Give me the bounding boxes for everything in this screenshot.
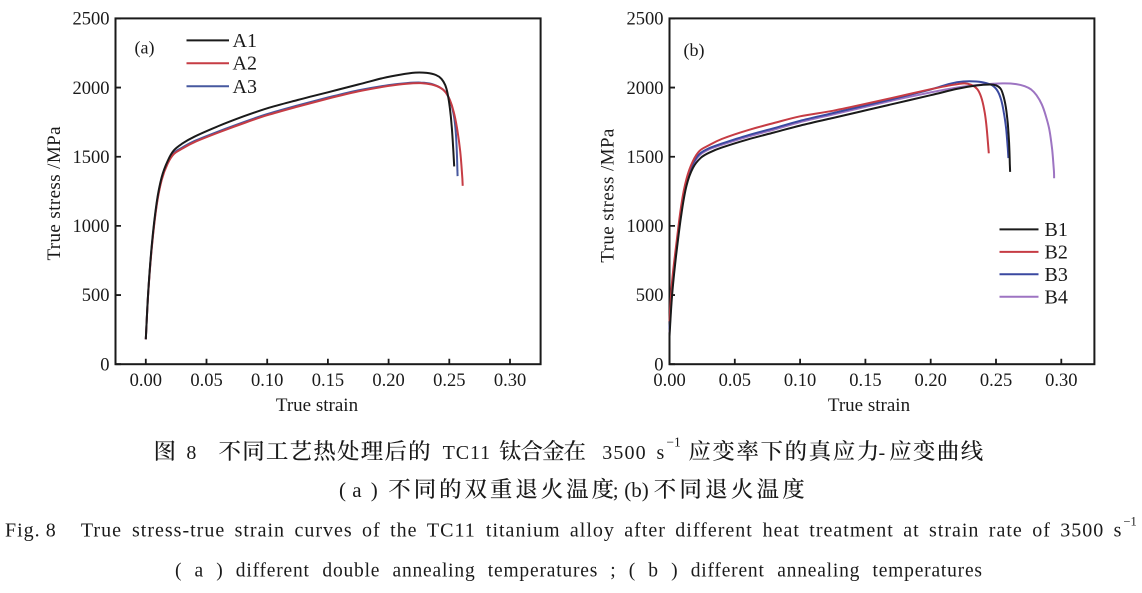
- svg-text:(: (: [629, 560, 636, 581]
- svg-text:after: after: [624, 520, 666, 542]
- svg-text:500: 500: [82, 286, 110, 306]
- svg-text:0.25: 0.25: [980, 371, 1012, 391]
- svg-text:0: 0: [654, 355, 663, 375]
- svg-text:strain: strain: [235, 520, 285, 542]
- svg-text:different: different: [691, 560, 765, 581]
- svg-text:different: different: [675, 520, 753, 542]
- svg-text:rate: rate: [989, 520, 1023, 542]
- svg-text:;: ;: [610, 560, 616, 581]
- svg-text:): ): [671, 560, 678, 581]
- svg-text:2500: 2500: [627, 10, 664, 30]
- svg-text:B3: B3: [1045, 264, 1068, 286]
- svg-text:(: (: [339, 478, 346, 502]
- svg-text:0.30: 0.30: [494, 371, 526, 391]
- svg-text:of: of: [362, 520, 381, 542]
- svg-text:−1: −1: [1123, 515, 1136, 529]
- svg-text:stress-true: stress-true: [132, 520, 225, 542]
- svg-text:True strain: True strain: [828, 395, 911, 416]
- svg-text:temperatures: temperatures: [488, 560, 598, 581]
- svg-text:1000: 1000: [627, 217, 664, 237]
- svg-text:−1: −1: [666, 435, 680, 450]
- svg-text:0.15: 0.15: [312, 371, 344, 391]
- svg-text:s: s: [1114, 520, 1123, 542]
- svg-text:0.05: 0.05: [719, 371, 751, 391]
- svg-text:b: b: [648, 560, 659, 581]
- svg-text:3500: 3500: [602, 442, 646, 464]
- svg-text:Fig.: Fig.: [5, 520, 41, 542]
- svg-text:2000: 2000: [627, 79, 664, 99]
- svg-text:double: double: [322, 560, 380, 581]
- svg-text:0.20: 0.20: [915, 371, 947, 391]
- svg-text:3500: 3500: [1060, 520, 1104, 542]
- svg-text:strain: strain: [929, 520, 979, 542]
- svg-text:0.10: 0.10: [784, 371, 816, 391]
- svg-text:b: b: [631, 478, 642, 502]
- svg-text:True strain: True strain: [276, 395, 359, 416]
- svg-text:s: s: [657, 442, 665, 464]
- svg-text:0.00: 0.00: [130, 371, 162, 391]
- svg-text:treatment: treatment: [809, 520, 894, 542]
- svg-text:0.05: 0.05: [190, 371, 222, 391]
- svg-text:0.25: 0.25: [433, 371, 465, 391]
- svg-text:0.30: 0.30: [1045, 371, 1077, 391]
- svg-text:A2: A2: [233, 53, 257, 75]
- svg-text:annealing: annealing: [777, 560, 860, 581]
- svg-text:True: True: [81, 520, 122, 542]
- svg-text:-: -: [879, 442, 886, 464]
- svg-text:TC11: TC11: [427, 520, 476, 542]
- svg-text:annealing: annealing: [393, 560, 476, 581]
- svg-text:the: the: [390, 520, 417, 542]
- svg-text:TC11: TC11: [443, 442, 491, 464]
- svg-text:2000: 2000: [73, 79, 110, 99]
- svg-text:): ): [642, 478, 649, 502]
- svg-text:0.15: 0.15: [849, 371, 881, 391]
- svg-text:0.10: 0.10: [251, 371, 283, 391]
- svg-text:different: different: [236, 560, 310, 581]
- svg-text:(b): (b): [684, 40, 705, 61]
- svg-text:(: (: [175, 560, 182, 581]
- svg-text:8: 8: [186, 442, 196, 464]
- svg-text:B2: B2: [1045, 241, 1068, 263]
- svg-text:titanium: titanium: [486, 520, 561, 542]
- svg-text:0: 0: [100, 355, 109, 375]
- svg-text:500: 500: [636, 286, 664, 306]
- svg-text:a: a: [352, 478, 362, 502]
- svg-text:2500: 2500: [73, 10, 110, 30]
- svg-text:;: ;: [613, 478, 619, 502]
- svg-text:B4: B4: [1045, 286, 1068, 308]
- svg-text:alloy: alloy: [570, 520, 615, 542]
- svg-text:A3: A3: [233, 76, 257, 98]
- svg-text:temperatures: temperatures: [873, 560, 983, 581]
- svg-text:a: a: [195, 560, 204, 581]
- svg-text:heat: heat: [763, 520, 800, 542]
- svg-text:of: of: [1032, 520, 1051, 542]
- svg-text:(a): (a): [135, 38, 155, 59]
- svg-text:True stress /MPa: True stress /MPa: [44, 126, 65, 261]
- svg-text:True stress /MPa: True stress /MPa: [598, 128, 619, 263]
- svg-text:(: (: [624, 478, 631, 502]
- svg-text:0.20: 0.20: [372, 371, 404, 391]
- svg-text:): ): [216, 560, 223, 581]
- svg-text:): ): [371, 478, 378, 502]
- svg-text:0.00: 0.00: [653, 371, 685, 391]
- svg-text:1000: 1000: [73, 217, 110, 237]
- svg-text:8: 8: [46, 520, 56, 542]
- svg-text:1500: 1500: [73, 148, 110, 168]
- svg-text:A1: A1: [233, 30, 257, 52]
- svg-text:B1: B1: [1045, 219, 1068, 241]
- svg-text:1500: 1500: [627, 148, 664, 168]
- svg-text:at: at: [903, 520, 919, 542]
- svg-text:curves: curves: [295, 520, 353, 542]
